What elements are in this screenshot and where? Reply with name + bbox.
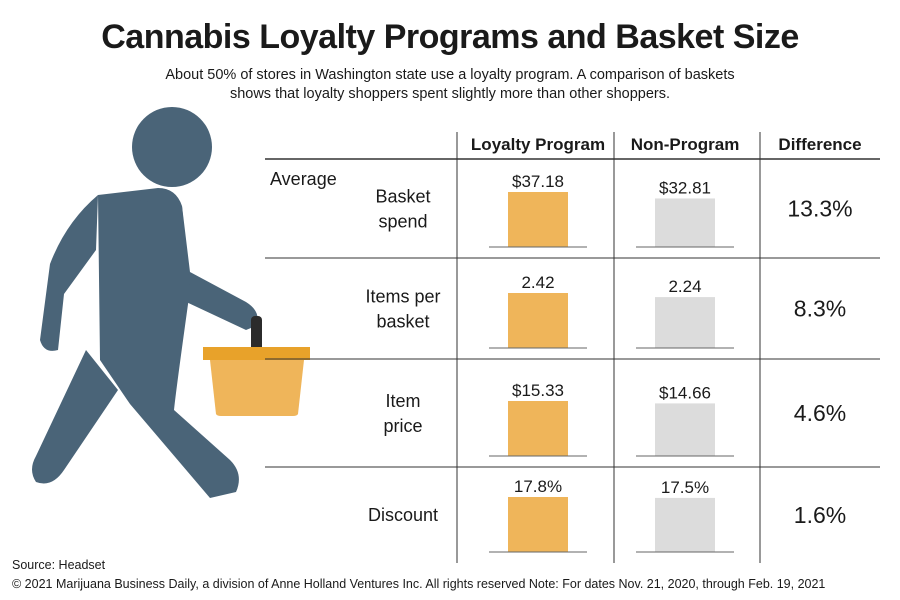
value-label-loyalty: 17.8% [514,477,562,496]
bar-non-program [655,403,715,456]
column-header: Non-Program [631,135,740,154]
row-label: Basket spend [375,187,430,232]
row-label: Item price [383,391,422,436]
bar-non-program [655,198,715,247]
value-label-non-program: $32.81 [659,178,711,197]
value-label-loyalty: 2.42 [521,273,554,292]
copyright-note: © 2021 Marijuana Business Daily, a divis… [12,577,826,591]
shopping-basket-icon [203,316,310,416]
difference-value: 13.3% [787,196,852,222]
row-group-label: Average [270,169,337,189]
bar-loyalty [508,192,568,247]
column-header: Loyalty Program [471,135,605,154]
source-note: Source: Headset [12,558,106,572]
row-label: Items per basket [365,287,440,332]
row-label: Discount [368,505,438,525]
table-rows: Average Basket spend $37.18 $32.81 13.3% Items… [270,169,853,553]
value-label-non-program: 2.24 [668,277,701,296]
bar-loyalty [508,401,568,456]
bar-loyalty [508,293,568,348]
column-header: Difference [778,135,861,154]
value-label-non-program: 17.5% [661,478,709,497]
difference-value: 1.6% [794,502,846,528]
bar-non-program [655,497,715,552]
difference-value: 8.3% [794,296,846,322]
bar-loyalty [508,497,568,552]
value-label-loyalty: $37.18 [512,172,564,191]
table-grid [265,132,880,563]
difference-value: 4.6% [794,400,846,426]
chart-subtitle: About 50% of stores in Washington state … [165,67,735,102]
bar-non-program [655,297,715,348]
chart-title: Cannabis Loyalty Programs and Basket Siz… [101,18,799,56]
column-headers: Loyalty Program Non-Program Difference [471,135,862,154]
person-figure [32,107,258,498]
person-carrying-basket-icon [32,107,310,498]
value-label-non-program: $14.66 [659,383,711,402]
value-label-loyalty: $15.33 [512,381,564,400]
